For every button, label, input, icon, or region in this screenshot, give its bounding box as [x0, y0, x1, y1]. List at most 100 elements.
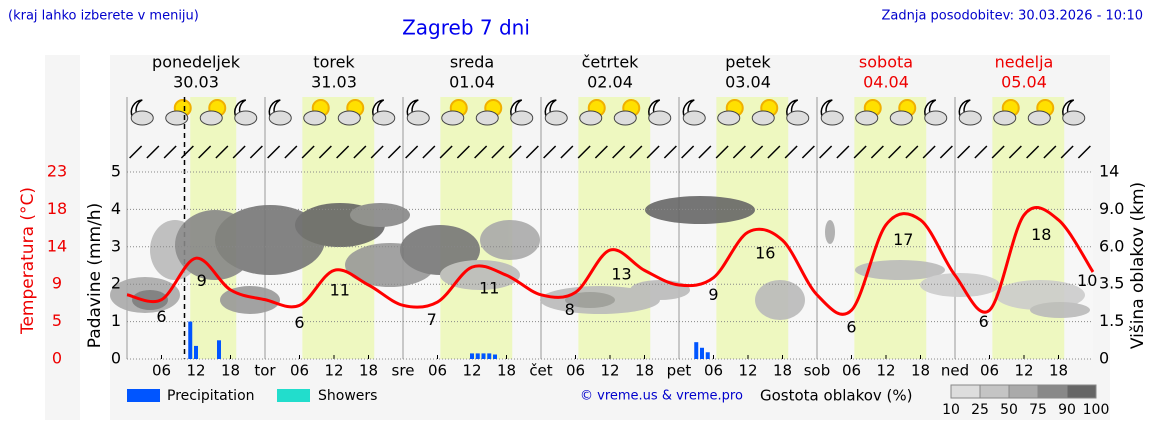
x-tick-label: 18 — [911, 362, 930, 380]
cloud-legend-title: Gostota oblakov (%) — [760, 387, 913, 405]
cloud-icon — [855, 110, 879, 126]
y2-tick-label: 14 — [1099, 162, 1119, 181]
day-name: nedelja — [995, 53, 1054, 72]
wind-barb — [249, 145, 263, 159]
wind-barb — [405, 145, 419, 159]
wind-barb — [870, 145, 884, 159]
y2-tick-label: 0 — [1099, 349, 1109, 368]
cloud-icon — [786, 110, 810, 126]
cloud-legend-swatch — [1008, 384, 1039, 399]
temp-label: 6 — [294, 313, 304, 332]
day-name: četrtek — [582, 53, 640, 72]
legend-label: Showers — [318, 388, 377, 404]
wind-barb — [215, 145, 229, 159]
temp-tick-label: 9 — [52, 274, 62, 293]
precip-bar — [493, 354, 497, 359]
day-name: torek — [313, 53, 355, 72]
temp-label: 16 — [755, 244, 775, 263]
wind-barb — [939, 145, 953, 159]
daylight-band — [854, 97, 927, 359]
y-tick-label: 1 — [111, 311, 121, 330]
x-tick-label: 12 — [876, 362, 895, 380]
cloud-icon — [889, 110, 913, 126]
y2-tick-label: 1.5 — [1099, 311, 1124, 330]
temp-tick-label: 23 — [47, 162, 67, 181]
cloud-legend-label: 50 — [1000, 402, 1018, 418]
temp-label: 6 — [979, 312, 989, 331]
wind-barb — [888, 145, 902, 159]
x-tick-label: 12 — [1014, 362, 1033, 380]
day-date: 01.04 — [449, 73, 495, 92]
wind-barb — [698, 145, 712, 159]
cloud-icon — [510, 110, 534, 126]
wind-barb — [508, 145, 522, 159]
x-day-label: ned — [941, 362, 969, 380]
cloud-icon — [993, 110, 1017, 126]
cloud-legend-swatch — [1037, 384, 1068, 399]
cloud-icon — [648, 110, 672, 126]
legend: Precipitation Showers © vreme.us & vreme… — [127, 384, 1109, 418]
title: Zagreb 7 dni — [402, 16, 530, 40]
wind-barb — [491, 145, 505, 159]
wind-barb — [525, 145, 539, 159]
day-date: 30.03 — [173, 73, 219, 92]
cloud-legend-label: 10 — [942, 402, 960, 418]
temp-label: 6 — [846, 318, 856, 337]
cloud-icon — [682, 110, 706, 126]
wind-barb — [474, 145, 488, 159]
temp-label: 8 — [565, 300, 575, 319]
cloud-icon — [544, 110, 568, 126]
temp-label: 10 — [1077, 271, 1097, 290]
cloud-icon — [751, 110, 775, 126]
temp-tick-label: 5 — [52, 311, 62, 330]
x-tick-label: 18 — [1049, 362, 1068, 380]
x-tick-label: 18 — [359, 362, 378, 380]
wind-barb — [801, 145, 815, 159]
temp-label: 7 — [427, 310, 437, 329]
cloud-legend-swatch — [950, 384, 981, 399]
wind-barb — [1077, 145, 1091, 159]
y-tick-label: 0 — [111, 349, 121, 368]
wind-barb — [681, 145, 695, 159]
x-day-label: čet — [529, 362, 552, 380]
wind-barb — [301, 145, 315, 159]
y-tick-label: 3 — [111, 236, 121, 255]
wind-barb — [819, 145, 833, 159]
temp-label: 18 — [1031, 225, 1051, 244]
wind-barb — [1060, 145, 1074, 159]
cloud-icon — [165, 110, 189, 126]
updated: Zadnja posodobitev: 30.03.2026 - 10:10 — [881, 9, 1143, 24]
x-tick-label: 12 — [738, 362, 757, 380]
wind-barb — [370, 145, 384, 159]
credit: © vreme.us & vreme.pro — [580, 389, 743, 404]
cloud-icon — [958, 110, 982, 126]
precip-bar — [470, 353, 474, 359]
cloud-icon — [441, 110, 465, 126]
cloud-legend-label: 90 — [1058, 402, 1076, 418]
day-date: 04.04 — [863, 73, 909, 92]
x-day-label: pet — [667, 362, 692, 380]
y-axis-label: Padavine (mm/h) — [85, 203, 105, 348]
menu-note: (kraj lahko izberete v meniju) — [8, 9, 199, 24]
wind-barb — [974, 145, 988, 159]
cloud-legend-swatch — [1066, 384, 1097, 399]
wind-barb — [198, 145, 212, 159]
wind-barb — [353, 145, 367, 159]
wind-barb — [1008, 145, 1022, 159]
precip-bar — [700, 347, 704, 359]
cloud-icon — [234, 110, 258, 126]
precip-bar — [481, 353, 486, 359]
wind-barb — [456, 145, 470, 159]
daylight-band — [992, 97, 1065, 359]
wind-barb — [180, 145, 194, 159]
wind-barb — [232, 145, 246, 159]
wind-barb — [836, 145, 850, 159]
x-tick-label: 18 — [773, 362, 792, 380]
temp-tick-label: 0 — [52, 349, 62, 368]
y2-tick-label: 6.0 — [1099, 236, 1124, 255]
cloud-icon — [924, 110, 948, 126]
wind-barb — [543, 145, 557, 159]
wind-barb — [336, 145, 350, 159]
legend-label: Precipitation — [167, 388, 255, 404]
y2-tick-label: 3.5 — [1099, 274, 1124, 293]
